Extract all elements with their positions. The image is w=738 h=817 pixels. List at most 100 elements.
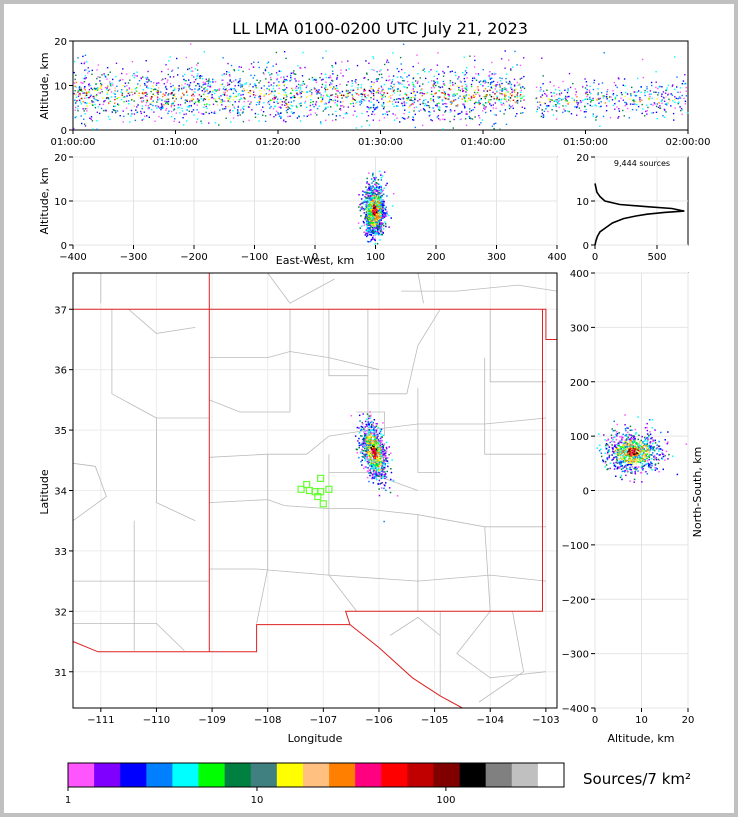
source-point <box>165 88 168 90</box>
source-point <box>585 108 587 111</box>
source-point <box>351 89 354 92</box>
source-point <box>369 197 371 200</box>
source-point <box>480 83 482 86</box>
source-point <box>378 464 380 467</box>
source-point <box>566 91 569 94</box>
source-point <box>372 446 374 449</box>
source-point <box>370 204 373 206</box>
source-point <box>268 103 271 106</box>
source-point <box>191 98 193 100</box>
source-point <box>86 61 88 63</box>
source-point <box>374 473 376 475</box>
source-point <box>122 110 124 112</box>
source-point <box>381 473 383 475</box>
source-point <box>242 93 244 96</box>
source-point <box>383 204 385 206</box>
source-point <box>127 92 129 95</box>
source-point <box>366 177 368 180</box>
source-point <box>375 431 378 433</box>
source-point <box>379 92 382 94</box>
y-tick-label: 37 <box>54 305 67 316</box>
source-point <box>378 465 380 468</box>
source-point <box>147 80 150 83</box>
source-point <box>469 98 471 100</box>
source-point <box>254 116 257 118</box>
source-point <box>438 73 440 75</box>
source-point <box>379 204 381 207</box>
source-point <box>77 91 79 93</box>
source-point <box>468 94 470 96</box>
county-line <box>401 284 558 292</box>
source-point <box>377 441 379 443</box>
source-point <box>510 106 512 108</box>
source-point <box>177 74 179 76</box>
source-point <box>116 85 118 87</box>
source-point <box>171 70 173 72</box>
source-point <box>664 92 667 94</box>
source-point <box>281 104 283 106</box>
source-point <box>419 77 421 79</box>
source-point <box>372 482 375 484</box>
source-point <box>550 91 552 94</box>
source-point <box>363 90 365 92</box>
source-point <box>436 116 439 118</box>
source-point <box>361 464 363 466</box>
source-point <box>196 64 198 66</box>
source-point <box>504 95 506 98</box>
source-point <box>368 229 371 231</box>
source-point <box>274 105 277 107</box>
source-point <box>383 520 385 523</box>
source-point <box>632 103 634 105</box>
source-point <box>328 99 331 102</box>
source-point <box>232 104 234 106</box>
source-point <box>258 100 260 102</box>
source-point <box>109 81 111 83</box>
source-point <box>379 462 382 465</box>
source-point <box>329 82 332 84</box>
source-point <box>373 219 375 221</box>
source-point <box>371 92 373 95</box>
source-point <box>558 103 561 105</box>
source-point <box>372 225 374 227</box>
source-point <box>84 95 87 97</box>
source-point <box>379 441 382 443</box>
source-point <box>372 238 374 240</box>
source-point <box>377 440 380 442</box>
lma-stations <box>297 474 333 508</box>
state-line <box>73 308 557 340</box>
source-point <box>99 103 101 106</box>
source-point <box>377 233 380 236</box>
source-point <box>196 75 198 77</box>
source-point <box>369 441 371 443</box>
source-point <box>90 94 92 96</box>
source-point <box>230 64 233 67</box>
source-point <box>368 469 371 471</box>
source-point <box>284 79 286 82</box>
source-point <box>314 78 317 80</box>
source-point <box>303 83 306 85</box>
source-point <box>284 104 286 106</box>
source-point <box>375 462 378 465</box>
source-point <box>379 451 382 454</box>
source-point <box>328 96 331 98</box>
source-point <box>371 195 373 198</box>
source-point <box>377 444 380 446</box>
source-point <box>200 112 203 115</box>
source-point <box>339 94 342 97</box>
source-point <box>213 110 216 113</box>
source-point <box>186 83 189 86</box>
source-point <box>652 104 654 106</box>
source-point <box>371 453 374 456</box>
source-point <box>319 76 321 79</box>
source-point <box>268 89 271 92</box>
source-point <box>387 457 389 459</box>
source-point <box>92 128 94 130</box>
source-point <box>496 95 498 98</box>
source-point <box>629 98 631 100</box>
source-point <box>629 467 631 469</box>
source-point <box>345 96 347 98</box>
source-point <box>559 97 561 100</box>
source-point <box>396 495 399 497</box>
source-point <box>466 113 468 115</box>
source-point <box>684 100 687 102</box>
